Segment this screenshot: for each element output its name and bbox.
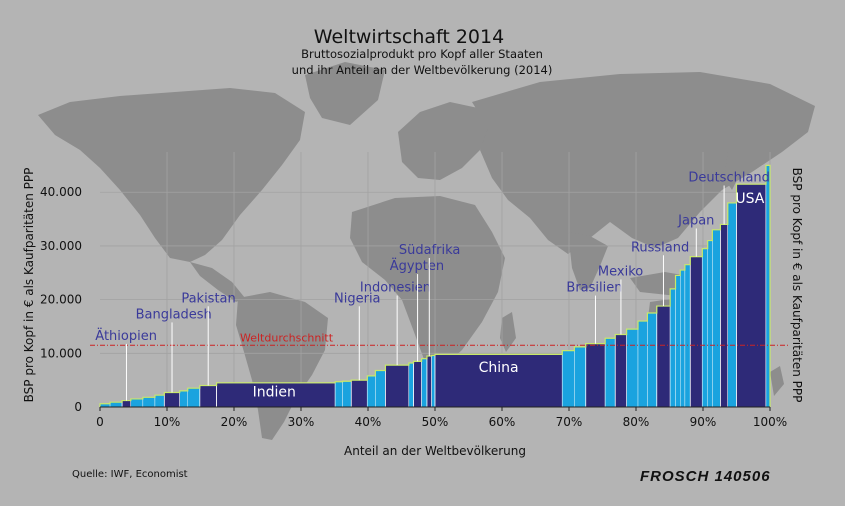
bar-other-10 [375, 370, 386, 408]
bar-other-9 [367, 375, 376, 408]
bar-aethiopien [121, 400, 132, 408]
signature: FROSCH 140506 [640, 468, 771, 485]
x-tick-label-4: 40% [355, 415, 382, 429]
x-tick-label-5: 50% [422, 415, 449, 429]
bar-other-5 [179, 390, 188, 408]
bar-russland [656, 305, 671, 408]
bar-other-15 [574, 346, 586, 408]
bar-other-7 [334, 381, 343, 408]
bar-japan [689, 256, 703, 408]
bar-deutschland [720, 224, 729, 408]
x-tick-label-7: 70% [556, 415, 583, 429]
bar-other-13 [431, 355, 436, 408]
label-indien: Indien [253, 384, 296, 400]
bar-nigeria [350, 379, 368, 408]
bar-other-2 [130, 398, 144, 408]
y-tick-label-1: 10.000 [40, 346, 82, 360]
bar-other-26 [712, 229, 721, 408]
x-tick-label-3: 30% [288, 415, 315, 429]
bar-other-12 [421, 358, 428, 408]
x-tick-label-0: 0 [96, 415, 104, 429]
x-tick-label-6: 60% [489, 415, 516, 429]
chart-subtitle-line-2: und ihr Anteil an der Weltbevölkerung (2… [292, 63, 553, 77]
reference-line: Weltdurchschnitt [90, 331, 790, 346]
bar-other-8 [342, 381, 352, 408]
y-axis-label-right: BSP pro Kopf in € als Kaufparitäten PPP [790, 168, 804, 403]
label-suedafrika: Südafrika [399, 243, 461, 258]
chart-title: Weltwirtschaft 2014 [314, 26, 504, 48]
bar-other-21 [675, 275, 681, 408]
bar-other-14 [562, 350, 575, 408]
bar-other-28 [765, 165, 771, 408]
label-russland: Russland [631, 240, 689, 255]
x-tick-label-9: 90% [690, 415, 717, 429]
label-brasilien: Brasilien [566, 281, 622, 296]
label-usa: USA [735, 191, 764, 207]
bar-other-4 [154, 394, 165, 408]
source-note: Quelle: IWF, Economist [72, 469, 188, 480]
bar-china [434, 353, 563, 408]
label-pakistan: Pakistan [181, 291, 235, 306]
bar-brasilien [585, 343, 606, 408]
bar-other-19 [647, 312, 657, 408]
bar-other-23 [684, 264, 691, 408]
y-tick-label-2: 20.000 [40, 293, 82, 307]
y-tick-label-4: 40.000 [40, 185, 82, 199]
bar-other-22 [680, 269, 686, 408]
bar-indonesien [385, 364, 410, 408]
bar-other-27 [727, 202, 737, 408]
x-tick-label-10: 100% [753, 415, 787, 429]
bar-other-1 [109, 401, 123, 408]
label-aethiopien: Äthiopien [95, 328, 157, 344]
y-axis-label-left: BSP pro Kopf in € als Kaufparitäten PPP [22, 168, 36, 403]
bar-other-20 [669, 288, 676, 408]
reference-line-label: Weltdurchschnitt [240, 331, 334, 344]
label-aegypten: Ägypten [390, 258, 444, 274]
outline-step-line [99, 164, 771, 407]
axes: 0 10% 20% 30% 40% 50% 60% 70% 80% 90% 100% 0 10.000 2… [40, 185, 787, 429]
label-nigeria: Nigeria [334, 291, 381, 306]
bar-other-3 [142, 397, 156, 408]
bar-aegypten [413, 360, 422, 408]
x-tick-label-1: 10% [154, 415, 181, 429]
y-tick-label-3: 30.000 [40, 239, 82, 253]
bar-suedafrika [426, 355, 433, 408]
bar-usa [736, 183, 767, 408]
bar-indien [216, 382, 336, 408]
label-indonesien: Indonesien [360, 281, 431, 296]
x-tick-label-8: 80% [623, 415, 650, 429]
bar-bangladesh [163, 392, 181, 408]
bar-other-24 [702, 248, 708, 408]
label-bangladesh: Bangladesh [136, 307, 212, 322]
bar-other-18 [637, 320, 648, 408]
y-tick-label-0: 0 [74, 400, 82, 414]
bar-other-25 [707, 240, 713, 408]
x-axis-label: Anteil an der Weltbevölkerung [344, 444, 526, 458]
bar-other-11 [408, 362, 414, 408]
label-mexiko: Mexiko [598, 264, 643, 279]
label-china: China [479, 360, 519, 376]
label-japan: Japan [677, 213, 714, 228]
label-deutschland: Deutschland [688, 170, 770, 185]
bar-other-16 [604, 338, 616, 408]
x-tick-label-2: 20% [221, 415, 248, 429]
bar-other-6 [187, 388, 201, 408]
bar-other-17 [626, 328, 639, 408]
bar-pakistan [199, 385, 217, 408]
chart-subtitle-line-1: Bruttosozialprodukt pro Kopf aller Staat… [301, 47, 543, 61]
